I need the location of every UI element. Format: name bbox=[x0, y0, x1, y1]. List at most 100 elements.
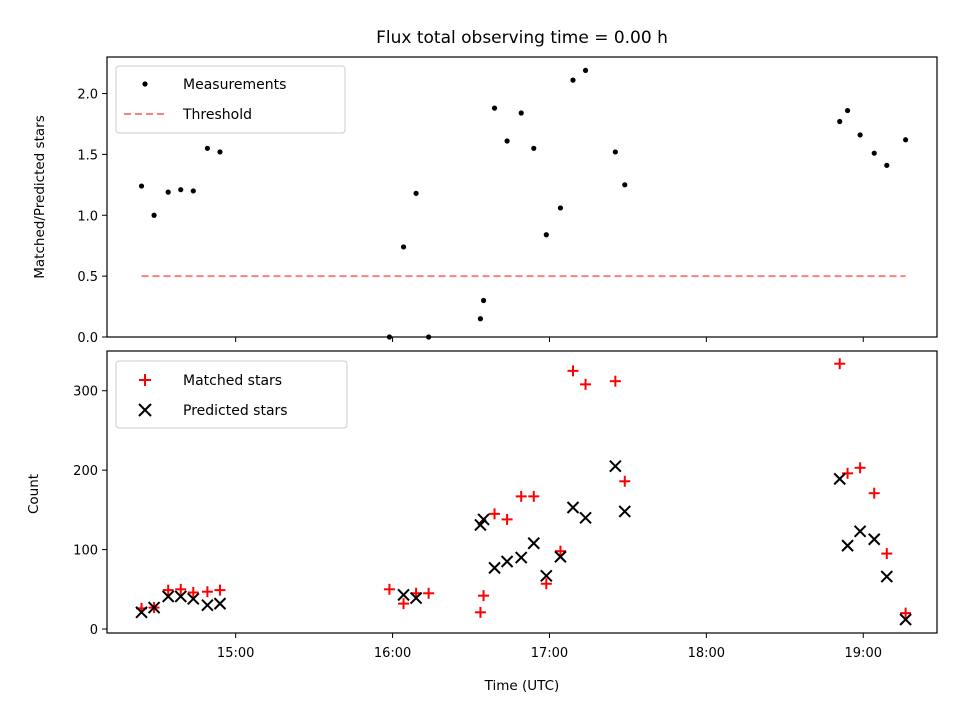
matched-stars-point bbox=[609, 375, 621, 387]
measurements-point bbox=[557, 205, 564, 211]
bottom-x-tick-label: 17:00 bbox=[531, 646, 568, 661]
predicted-stars-point bbox=[540, 569, 553, 583]
matched-stars-point bbox=[580, 378, 592, 390]
top-legend: Measurements Threshold bbox=[115, 65, 346, 134]
measurements-point bbox=[582, 67, 589, 73]
predicted-stars-point bbox=[609, 459, 622, 473]
top-legend-box bbox=[115, 65, 346, 134]
predicted-stars-point bbox=[618, 505, 631, 518]
matched-stars-point bbox=[554, 545, 566, 557]
predicted-stars-point bbox=[853, 525, 867, 538]
matched-stars-point bbox=[214, 584, 226, 596]
predicted-stars-point bbox=[213, 597, 227, 610]
measurements-point bbox=[204, 145, 211, 151]
predicted-stars-point bbox=[868, 533, 881, 546]
measurements-point bbox=[518, 110, 524, 116]
measurements-point bbox=[504, 138, 510, 144]
top-plot-frame bbox=[106, 56, 938, 338]
measurements-point bbox=[531, 145, 537, 151]
chart-title: Flux total observing time = 0.00 h bbox=[376, 28, 668, 48]
measurements-point bbox=[217, 149, 223, 155]
predicted-stars-point bbox=[515, 551, 528, 564]
legend-measurements-marker bbox=[142, 81, 148, 87]
legend-predicted-label: Predicted stars bbox=[183, 403, 288, 419]
legend-measurements-label: Measurements bbox=[183, 77, 286, 93]
legend-matched-label: Matched stars bbox=[183, 373, 282, 389]
bottom-axes: 0 100 200 300 15:00 16:00 17:00 18:00 19:00 bbox=[73, 385, 882, 661]
bottom-panel: 0 100 200 300 15:00 16:00 17:00 18:00 19:00 Coun… bbox=[26, 350, 938, 694]
bottom-y-tick-label: 200 bbox=[73, 464, 98, 479]
matched-stars-point bbox=[540, 578, 552, 590]
measurements-point bbox=[871, 150, 877, 156]
predicted-stars-point bbox=[147, 601, 161, 614]
matched-stars-point bbox=[900, 607, 912, 619]
bottom-plot-frame bbox=[106, 350, 938, 634]
matched-stars-point bbox=[868, 487, 880, 499]
predicted-stars-point bbox=[477, 513, 490, 526]
top-y-axis-title: Matched/Predicted stars bbox=[32, 115, 48, 278]
measurements-point bbox=[480, 297, 487, 304]
predicted-stars-point bbox=[201, 598, 214, 612]
bottom-y-tick-label: 300 bbox=[73, 385, 98, 400]
top-axes: 0.0 0.5 1.0 1.5 2.0 bbox=[77, 88, 864, 346]
matched-stars-point bbox=[834, 358, 846, 370]
matched-stars-point bbox=[515, 490, 527, 502]
predicted-stars-point bbox=[500, 555, 514, 568]
top-y-tick-label: 0.0 bbox=[77, 331, 98, 346]
predicted-stars-point bbox=[527, 537, 540, 550]
measurements-point bbox=[178, 187, 184, 193]
bottom-x-tick-label: 15:00 bbox=[217, 646, 254, 661]
matched-stars-point bbox=[398, 598, 410, 610]
measurements-point bbox=[138, 183, 145, 189]
measurements-point bbox=[844, 107, 851, 114]
predicted-stars-point bbox=[554, 550, 567, 563]
x-axis-title: Time (UTC) bbox=[484, 678, 560, 694]
top-y-tick-label: 0.5 bbox=[77, 270, 98, 285]
matched-stars-point bbox=[881, 548, 893, 560]
measurements-point bbox=[543, 232, 549, 238]
matched-stars-point bbox=[187, 586, 199, 598]
measurements-point bbox=[165, 189, 171, 195]
bottom-x-tick-label: 18:00 bbox=[688, 646, 725, 661]
bottom-y-tick-label: 100 bbox=[73, 544, 98, 559]
predicted-stars-point bbox=[566, 501, 580, 514]
bottom-x-tick-label: 16:00 bbox=[374, 646, 411, 661]
matched-stars-point bbox=[528, 490, 540, 502]
legend-matched-marker bbox=[139, 374, 151, 386]
measurements-point bbox=[190, 188, 196, 194]
predicted-stars-point bbox=[409, 591, 423, 605]
legend-predicted-marker bbox=[138, 403, 152, 417]
bottom-y-axis-title: Count bbox=[26, 474, 42, 514]
bottom-legend-box bbox=[115, 360, 348, 429]
matched-stars-point bbox=[854, 462, 866, 474]
top-y-tick-label: 1.5 bbox=[77, 148, 98, 163]
top-y-tick-label: 1.0 bbox=[77, 209, 98, 224]
predicted-stars-point bbox=[397, 588, 410, 602]
predicted-stars-point bbox=[880, 570, 893, 583]
measurements-point bbox=[151, 212, 157, 218]
measurements-point bbox=[903, 137, 909, 143]
bottom-x-tick-label: 19:00 bbox=[845, 646, 882, 661]
bottom-plot-area bbox=[135, 358, 912, 626]
measurements-point bbox=[622, 182, 628, 188]
predicted-stars-point bbox=[579, 511, 592, 525]
predicted-stars-point bbox=[833, 472, 846, 486]
matched-stars-point bbox=[175, 583, 187, 595]
predicted-stars-point bbox=[899, 613, 912, 626]
legend-threshold-label: Threshold bbox=[182, 107, 252, 123]
measurements-point bbox=[837, 118, 843, 125]
measurements-point bbox=[857, 132, 863, 138]
measurements-point bbox=[884, 162, 890, 168]
matched-stars-point bbox=[489, 508, 501, 520]
matched-stars-point bbox=[501, 513, 513, 525]
matched-stars-point bbox=[478, 590, 490, 602]
matched-stars-point bbox=[619, 475, 631, 487]
measurements-point bbox=[477, 316, 484, 322]
predicted-stars-point bbox=[488, 561, 501, 575]
measurements-point bbox=[612, 149, 618, 155]
matched-stars-point bbox=[567, 365, 579, 377]
top-plot-area bbox=[138, 67, 909, 340]
measurements-point bbox=[413, 190, 419, 196]
top-panel: 0.00.51.01.52.0 Matched/Predicted stars … bbox=[32, 56, 938, 346]
